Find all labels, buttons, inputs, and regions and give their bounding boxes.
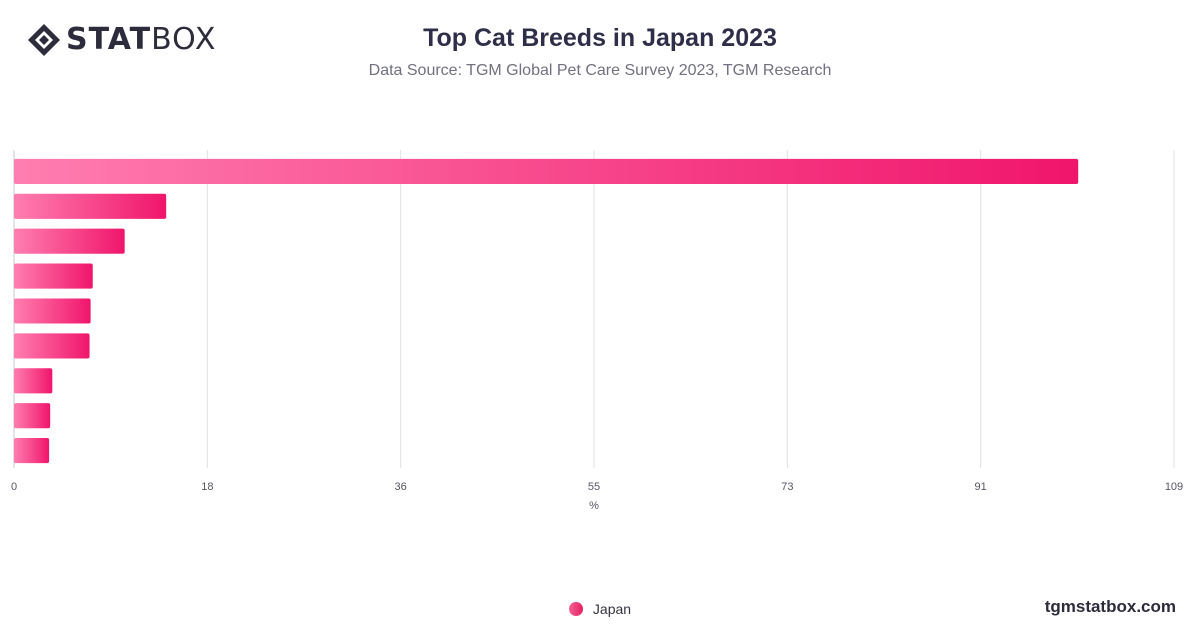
legend[interactable]: Japan [0, 601, 1200, 617]
bar-japan[interactable] [14, 368, 53, 394]
bar-japan[interactable] [14, 403, 51, 429]
bars [14, 158, 1079, 464]
statbox-logo: STATBOX [26, 22, 216, 58]
x-tick-label: 18 [201, 481, 213, 493]
bar-japan[interactable] [14, 228, 125, 254]
bar-japan[interactable] [14, 333, 90, 359]
bar-japan[interactable] [14, 263, 93, 289]
x-tick-label: 109 [1165, 481, 1183, 493]
x-tick-labels: 0 18 36 55 73 91 109 [11, 481, 1183, 493]
bar-japan[interactable] [14, 193, 167, 219]
logo-word-bold: STAT [66, 22, 152, 57]
chart-title: Top Cat Breeds in Japan 2023 [423, 24, 777, 52]
x-tick-label: 91 [975, 481, 987, 493]
logo-wordmark: STATBOX [66, 22, 216, 58]
x-tick-label: 73 [781, 481, 793, 493]
logo-word-light: BOX [151, 22, 217, 57]
x-tick-label: 36 [395, 481, 407, 493]
watermark: tgmstatbox.com [1044, 597, 1176, 616]
x-tick-label: 0 [11, 481, 17, 493]
bar-japan[interactable] [14, 298, 91, 324]
bar-japan[interactable] [14, 437, 50, 464]
legend-swatch-icon [568, 602, 583, 616]
statbox-diamond-icon [28, 24, 60, 56]
bar-japan[interactable] [14, 158, 1079, 185]
x-tick-label: 55 [588, 481, 600, 493]
chart-subtitle: Data Source: TGM Global Pet Care Survey … [368, 62, 832, 79]
legend-label-japan: Japan [592, 601, 632, 617]
grid-lines [13, 150, 1175, 468]
x-axis-label: % [589, 500, 599, 512]
